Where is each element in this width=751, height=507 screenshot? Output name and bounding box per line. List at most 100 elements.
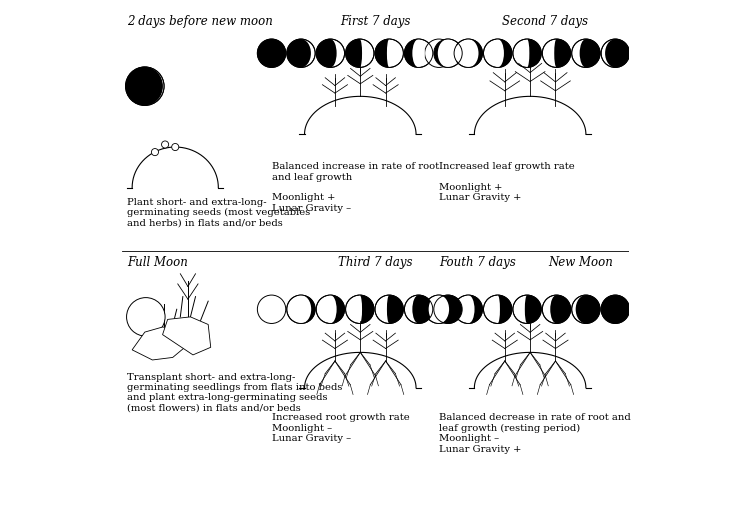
Wedge shape: [389, 295, 403, 323]
Ellipse shape: [324, 295, 336, 323]
Wedge shape: [469, 39, 482, 67]
Circle shape: [454, 39, 482, 67]
Wedge shape: [615, 39, 629, 67]
Circle shape: [434, 295, 462, 323]
Ellipse shape: [550, 295, 562, 323]
Ellipse shape: [438, 295, 458, 323]
Ellipse shape: [387, 295, 391, 323]
Wedge shape: [316, 39, 330, 67]
Circle shape: [404, 295, 433, 323]
Circle shape: [434, 39, 462, 67]
Wedge shape: [418, 295, 433, 323]
Ellipse shape: [580, 39, 592, 67]
Wedge shape: [360, 295, 374, 323]
Ellipse shape: [438, 39, 458, 67]
Wedge shape: [498, 39, 512, 67]
Ellipse shape: [554, 39, 559, 67]
Circle shape: [484, 295, 512, 323]
Ellipse shape: [357, 295, 362, 323]
Wedge shape: [527, 39, 541, 67]
Text: First 7 days: First 7 days: [340, 15, 411, 28]
Wedge shape: [556, 295, 571, 323]
Ellipse shape: [387, 39, 391, 67]
Circle shape: [161, 141, 169, 148]
Circle shape: [152, 149, 158, 156]
Text: Increased root growth rate
Moonlight –
Lunar Gravity –: Increased root growth rate Moonlight – L…: [272, 413, 409, 443]
Ellipse shape: [491, 39, 504, 67]
Circle shape: [316, 39, 345, 67]
Text: Third 7 days: Third 7 days: [338, 256, 413, 269]
Ellipse shape: [525, 39, 529, 67]
Wedge shape: [586, 39, 600, 67]
Wedge shape: [404, 39, 418, 67]
Text: Balanced decrease in rate of root and
leaf growth (resting period)
Moonlight –
L: Balanced decrease in rate of root and le…: [439, 413, 631, 454]
Wedge shape: [556, 39, 571, 67]
Ellipse shape: [458, 39, 478, 67]
Circle shape: [601, 295, 629, 323]
Circle shape: [572, 295, 600, 323]
Wedge shape: [469, 295, 482, 323]
Circle shape: [572, 39, 600, 67]
Wedge shape: [439, 295, 453, 323]
Circle shape: [404, 39, 433, 67]
Circle shape: [513, 39, 541, 67]
Circle shape: [125, 67, 164, 105]
Ellipse shape: [429, 295, 449, 323]
Circle shape: [542, 39, 571, 67]
Circle shape: [287, 39, 315, 67]
Text: Balanced increase in rate of root
and leaf growth

Moonlight +
Lunar Gravity –: Balanced increase in rate of root and le…: [272, 162, 439, 213]
Circle shape: [258, 39, 286, 67]
Circle shape: [601, 39, 629, 67]
Circle shape: [287, 295, 315, 323]
Circle shape: [172, 143, 179, 151]
Ellipse shape: [357, 39, 362, 67]
Circle shape: [345, 39, 374, 67]
Ellipse shape: [462, 295, 475, 323]
Polygon shape: [162, 317, 211, 355]
Text: Fouth 7 days: Fouth 7 days: [439, 256, 516, 269]
Text: 2 days before new moon: 2 days before new moon: [127, 15, 273, 28]
Wedge shape: [527, 295, 541, 323]
Ellipse shape: [291, 39, 311, 67]
Text: Increased leaf growth rate

Moonlight +
Lunar Gravity +: Increased leaf growth rate Moonlight + L…: [439, 162, 575, 202]
Circle shape: [424, 39, 453, 67]
Circle shape: [127, 298, 165, 336]
Ellipse shape: [127, 67, 163, 105]
Wedge shape: [301, 295, 315, 323]
Wedge shape: [375, 39, 389, 67]
Ellipse shape: [605, 39, 626, 67]
Text: New Moon: New Moon: [548, 256, 614, 269]
Circle shape: [345, 295, 374, 323]
Text: Second 7 days: Second 7 days: [502, 15, 588, 28]
Wedge shape: [345, 39, 360, 67]
Circle shape: [484, 39, 512, 67]
Text: Plant short- and extra-long-
germinating seeds (most vegetables
and herbs) in fl: Plant short- and extra-long- germinating…: [127, 198, 310, 228]
Circle shape: [424, 295, 453, 323]
Circle shape: [542, 295, 571, 323]
Circle shape: [375, 39, 403, 67]
Wedge shape: [434, 39, 448, 67]
Text: Transplant short- and extra-long-
germinating seedlings from flats into beds
and: Transplant short- and extra-long- germin…: [127, 373, 342, 413]
Ellipse shape: [525, 295, 529, 323]
Circle shape: [601, 295, 629, 323]
Circle shape: [316, 295, 345, 323]
Circle shape: [375, 295, 403, 323]
Ellipse shape: [412, 295, 425, 323]
Text: Full Moon: Full Moon: [127, 256, 188, 269]
Wedge shape: [498, 295, 512, 323]
Circle shape: [513, 295, 541, 323]
Ellipse shape: [324, 39, 336, 67]
Ellipse shape: [576, 295, 596, 323]
Wedge shape: [586, 295, 600, 323]
Polygon shape: [132, 327, 188, 360]
Circle shape: [258, 295, 286, 323]
Wedge shape: [330, 295, 345, 323]
Ellipse shape: [291, 295, 311, 323]
Circle shape: [454, 295, 482, 323]
Ellipse shape: [496, 295, 500, 323]
Wedge shape: [287, 39, 301, 67]
Ellipse shape: [412, 39, 425, 67]
Wedge shape: [125, 67, 145, 105]
Circle shape: [258, 39, 286, 67]
Wedge shape: [448, 295, 462, 323]
